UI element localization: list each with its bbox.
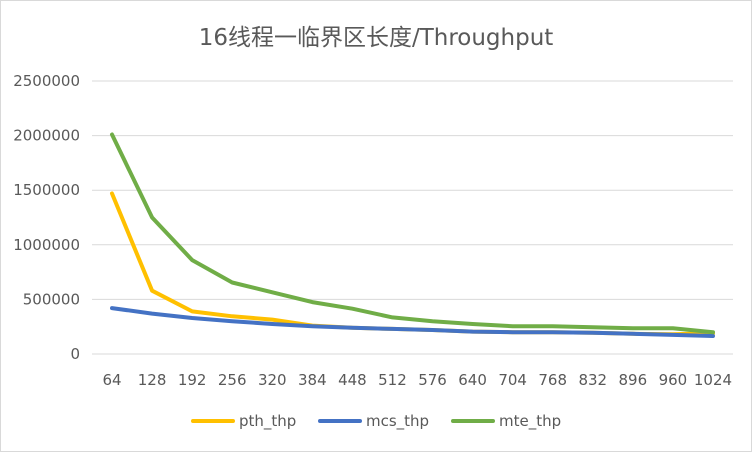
x-tick-label: 512	[378, 371, 407, 389]
x-tick-label: 640	[458, 371, 487, 389]
x-tick-label: 960	[659, 371, 688, 389]
legend-label-mte_thp: mte_thp	[499, 412, 561, 431]
x-axis-ticks: 64 128 192 256 320 384 448 512 576 640 704 768 832 89…	[102, 371, 732, 389]
y-tick-label: 0	[70, 345, 80, 363]
chart-title: 16线程一临界区长度/Throughput	[199, 25, 554, 51]
x-tick-label: 832	[578, 371, 607, 389]
legend-label-mcs_thp: mcs_thp	[366, 412, 429, 431]
x-tick-label: 64	[102, 371, 121, 389]
y-tick-label: 2000000	[13, 127, 80, 145]
gridlines	[92, 80, 733, 355]
x-tick-label: 256	[218, 371, 247, 389]
x-tick-label: 128	[138, 371, 167, 389]
x-tick-label: 1024	[694, 371, 732, 389]
y-tick-label: 2500000	[13, 72, 80, 90]
series-line-mte_thp	[110, 132, 715, 335]
x-tick-label: 384	[298, 371, 327, 389]
y-tick-label: 1500000	[13, 181, 80, 199]
x-tick-label: 704	[498, 371, 527, 389]
x-tick-label: 576	[418, 371, 447, 389]
legend-label-pth_thp: pth_thp	[239, 412, 296, 431]
x-tick-label: 448	[338, 371, 367, 389]
series-line-mcs_thp	[110, 306, 715, 338]
x-tick-label: 320	[258, 371, 287, 389]
series-lines	[110, 132, 715, 338]
x-tick-label: 768	[538, 371, 567, 389]
y-tick-label: 500000	[23, 290, 80, 308]
x-tick-label: 896	[619, 371, 648, 389]
legend: pth_thp mcs_thp mte_thp	[191, 412, 561, 431]
y-axis-ticks: 0 500000 1000000 1500000 2000000 2500000	[13, 72, 80, 363]
x-tick-label: 192	[178, 371, 207, 389]
y-tick-label: 1000000	[13, 236, 80, 254]
